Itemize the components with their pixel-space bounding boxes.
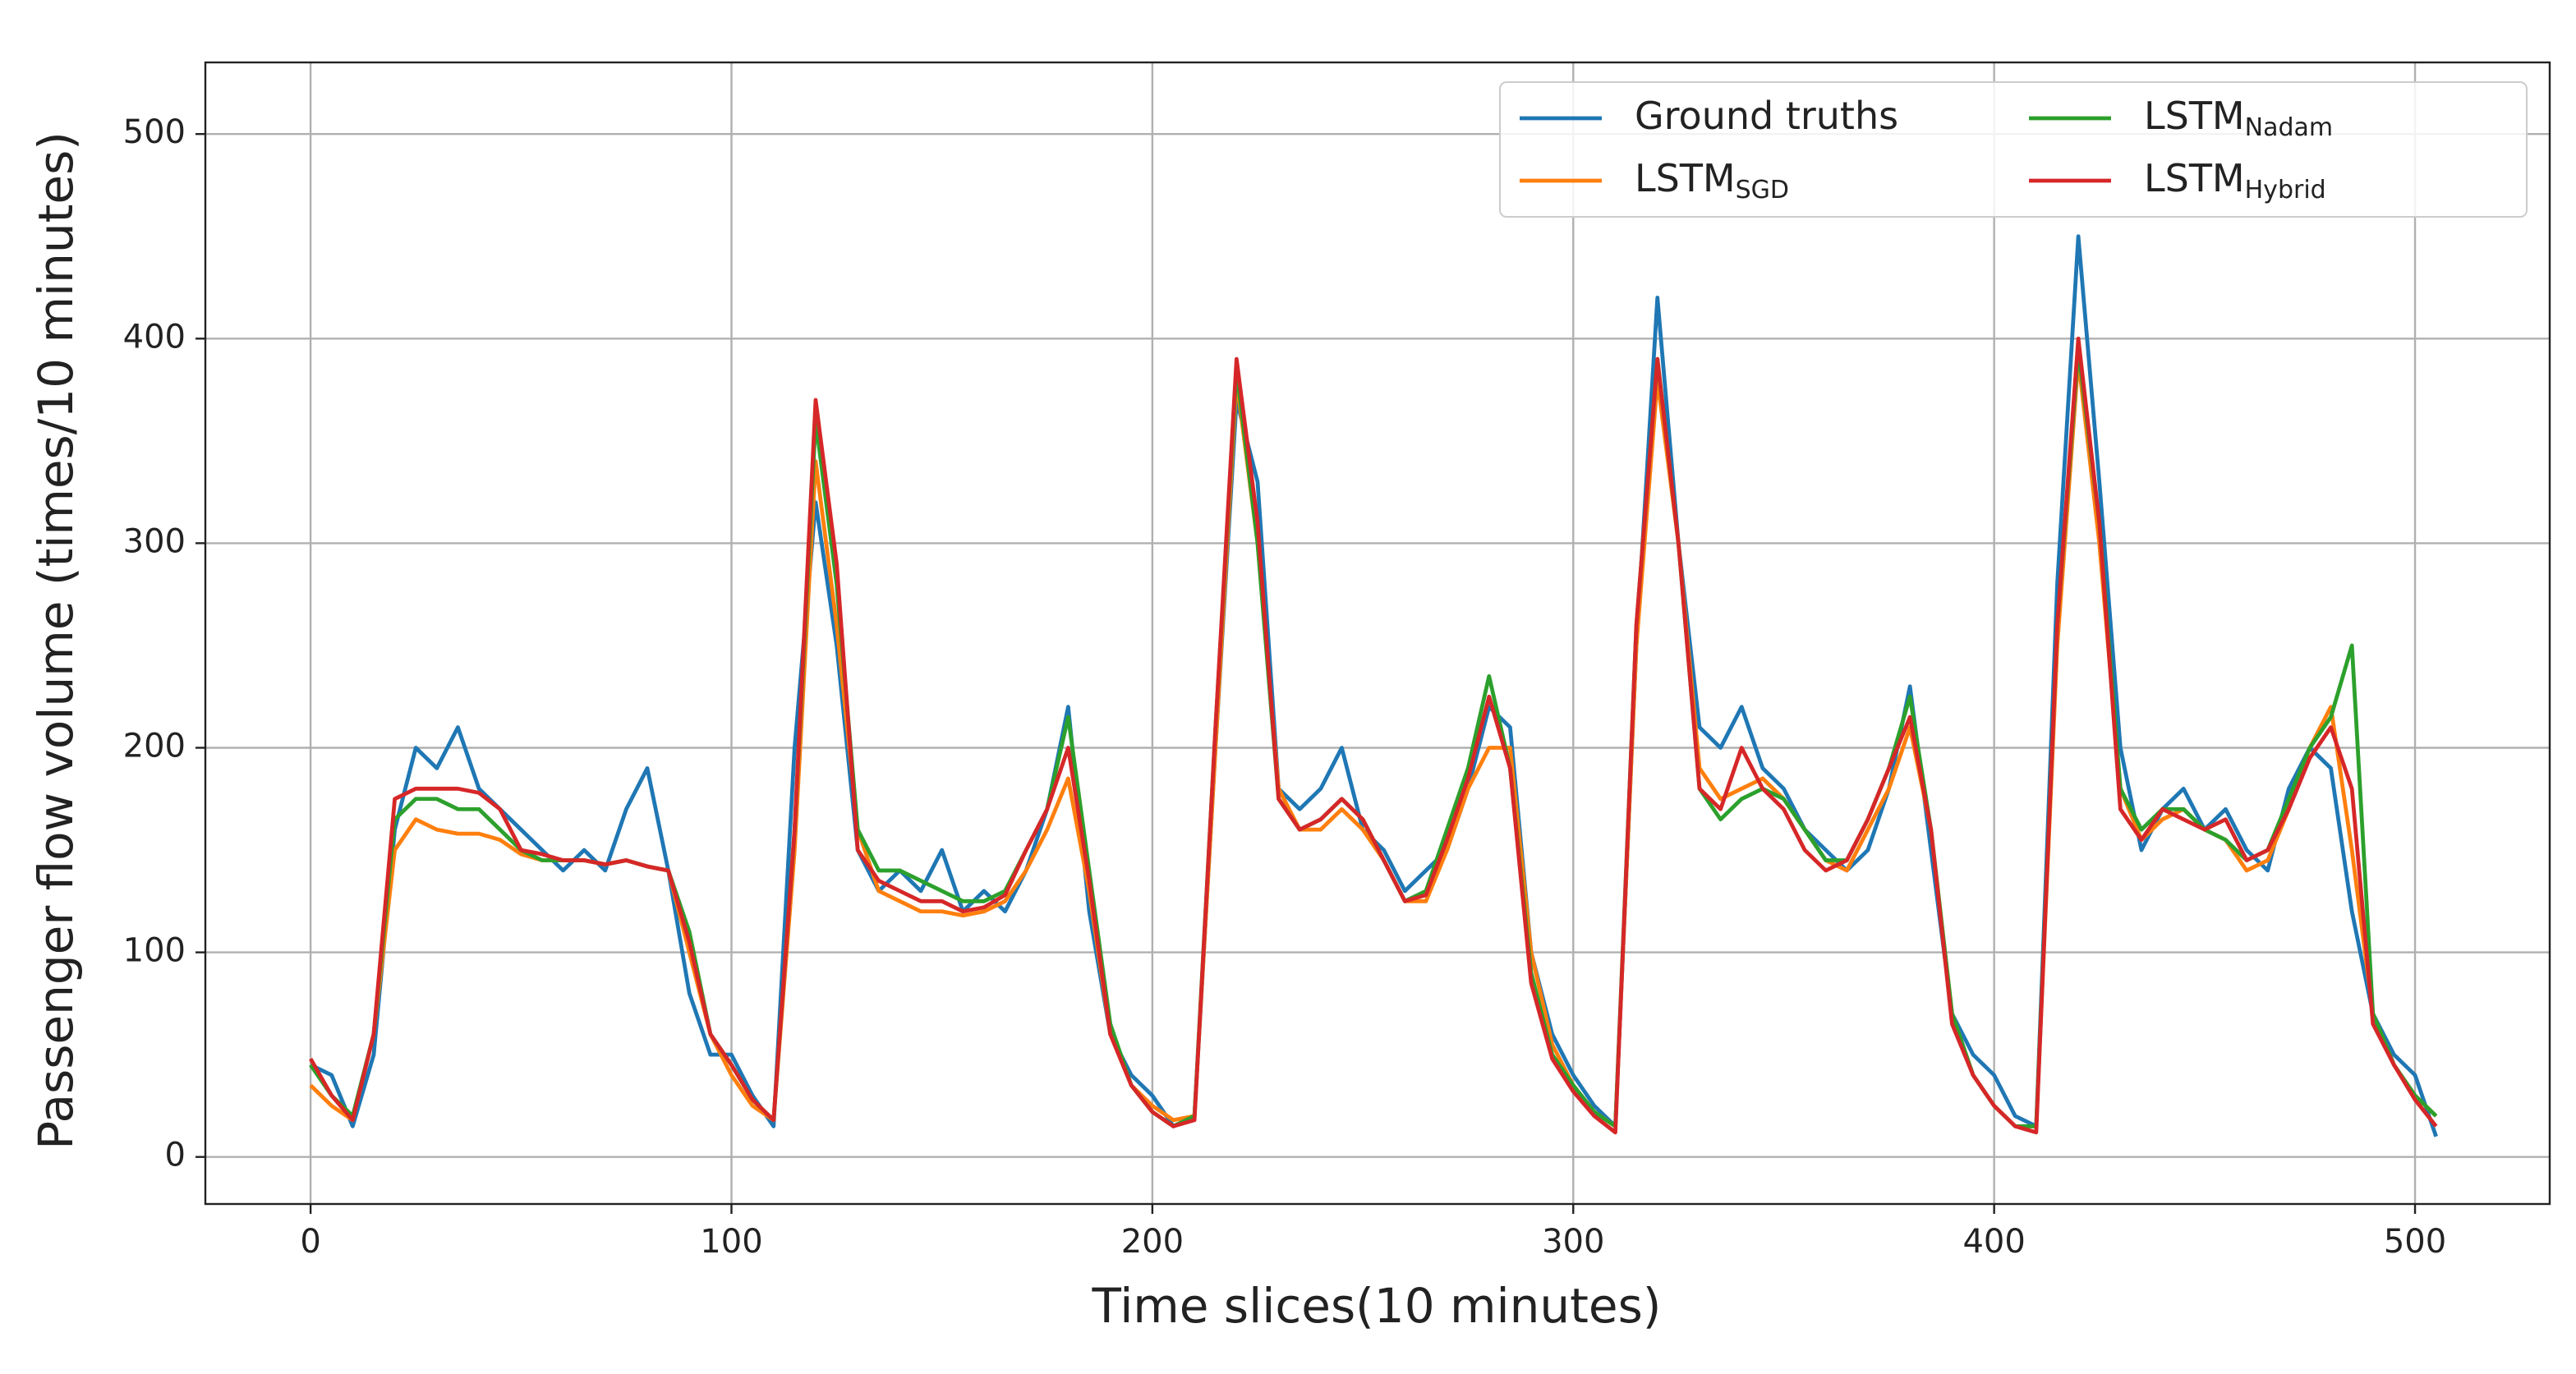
legend-subscript: SGD [1736, 176, 1789, 204]
y-tick-label: 0 [165, 1137, 186, 1174]
legend-subscript: Nadam [2245, 113, 2333, 142]
series-line [309, 347, 2438, 1128]
legend-label: LSTMNadam [2144, 94, 2333, 142]
y-axis-label: Passenger flow volume (times/10 minutes) [28, 131, 84, 1150]
legend-name: Ground truths [1635, 94, 1898, 138]
legend-label: Ground truths [1635, 94, 1898, 138]
legend-subscript: Hybrid [2245, 176, 2326, 204]
x-tick-label: 500 [2384, 1223, 2446, 1261]
legend-label: LSTMHybrid [2144, 156, 2326, 204]
legend-label: LSTMSGD [1635, 156, 1789, 204]
x-tick-label: 400 [1962, 1223, 2025, 1261]
x-tick-label: 300 [1542, 1223, 1604, 1261]
x-axis-label: Time slices(10 minutes) [1092, 1278, 1662, 1334]
plot-frame [204, 61, 2551, 1206]
x-tick-label: 0 [300, 1223, 320, 1261]
series-line [310, 234, 2438, 1137]
x-tick-label: 100 [700, 1223, 762, 1261]
series-line [309, 336, 2438, 1135]
legend-name: LSTM [2144, 156, 2245, 200]
y-tick-label: 300 [123, 522, 186, 560]
y-tick-label: 400 [123, 318, 186, 356]
legend-name: LSTM [1635, 156, 1736, 200]
y-tick-label: 500 [123, 113, 186, 151]
x-tick-label: 200 [1121, 1223, 1184, 1261]
legend-name: LSTM [2144, 94, 2245, 138]
legend-box [1499, 81, 2528, 218]
y-tick-label: 200 [123, 727, 186, 765]
y-tick-label: 100 [123, 932, 186, 970]
